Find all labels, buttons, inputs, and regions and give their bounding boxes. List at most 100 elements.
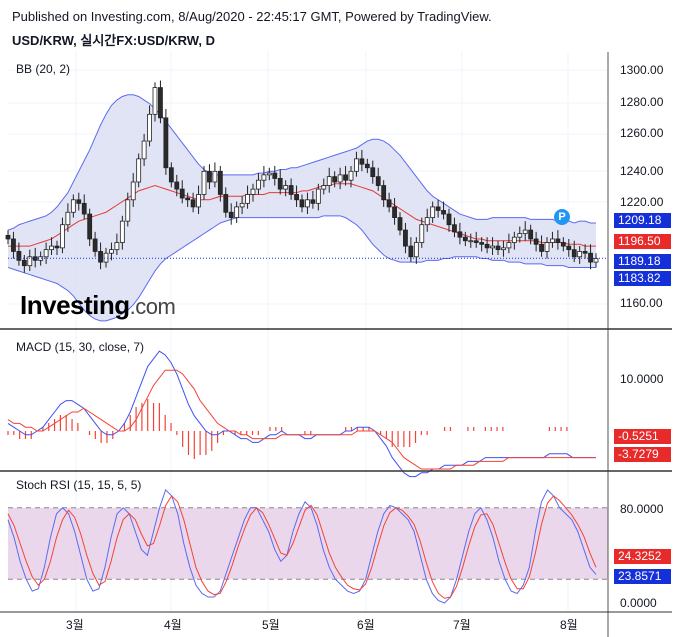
- x-axis-tick: 5월: [262, 618, 280, 632]
- candle-body: [239, 202, 245, 208]
- price-axis-tick: 1160.00: [620, 296, 663, 310]
- bb-upper-price-tag: 1209.18: [614, 213, 671, 228]
- candle-body: [588, 252, 593, 263]
- logo-domain-text: .com: [129, 294, 176, 319]
- candle-body: [38, 256, 44, 261]
- candle-body: [256, 179, 261, 190]
- candle-body: [147, 113, 152, 142]
- candle-body: [593, 258, 599, 263]
- candle-body: [528, 229, 534, 240]
- x-axis-tick: 8월: [560, 618, 578, 632]
- candle-body: [185, 197, 191, 201]
- candle-body: [114, 242, 120, 251]
- candle-body: [92, 238, 98, 252]
- candle-body: [283, 185, 289, 190]
- candle-body: [190, 199, 196, 208]
- price-axis-tick: 1300.00: [620, 63, 664, 77]
- candle-body: [533, 238, 539, 245]
- x-axis-tick: 7월: [453, 618, 471, 632]
- candle-body: [359, 158, 365, 165]
- price-axis-tick: 1220.00: [620, 195, 664, 209]
- candle-body: [555, 238, 561, 243]
- candle-body: [196, 194, 201, 208]
- candle-body: [60, 224, 65, 249]
- candle-body: [168, 167, 174, 183]
- p-marker-icon[interactable]: P: [554, 209, 570, 225]
- stoch-band-fill: [8, 507, 608, 580]
- macd-indicator-label[interactable]: MACD (15, 30, close, 7): [16, 340, 145, 354]
- candle-body: [435, 206, 441, 211]
- candle-body: [566, 245, 572, 251]
- macd-histogram-tag: -0.5251: [614, 429, 671, 444]
- candle-body: [174, 181, 180, 190]
- candle-body: [179, 188, 185, 199]
- candle-body: [272, 172, 278, 179]
- candle-body: [522, 229, 528, 235]
- candle-body: [125, 199, 131, 222]
- candle-body: [81, 202, 87, 215]
- candle-body: [163, 117, 169, 169]
- investing-logo: Investing.com: [20, 290, 176, 321]
- candle-body: [11, 238, 16, 252]
- macd-signal-tag: -3.7279: [614, 447, 671, 462]
- candle-body: [452, 224, 457, 233]
- candle-body: [245, 194, 250, 204]
- candle-body: [479, 242, 485, 245]
- macd-panel[interactable]: [7, 350, 596, 478]
- x-axis-tick: 4월: [164, 618, 182, 632]
- macd-signal-line: [7, 369, 596, 470]
- candle-body: [577, 251, 583, 258]
- candle-body: [21, 259, 27, 267]
- candle-body: [54, 245, 60, 249]
- candle-body: [375, 176, 381, 186]
- candle-body: [332, 176, 338, 183]
- candle-body: [392, 206, 397, 218]
- candle-body: [582, 251, 588, 254]
- candle-body: [310, 199, 316, 204]
- candle-body: [152, 87, 158, 115]
- candle-body: [98, 251, 103, 263]
- bb-lower-line: [7, 215, 596, 322]
- candle-body: [571, 249, 577, 258]
- bb-indicator-label[interactable]: BB (20, 2): [16, 62, 71, 76]
- candle-body: [517, 233, 523, 238]
- stoch-axis-tick: 80.0000: [620, 502, 664, 516]
- price-axis-tick: 1260.00: [620, 126, 664, 140]
- candle-body: [501, 247, 506, 251]
- stoch-rsi-panel[interactable]: [7, 489, 608, 604]
- candle-body: [299, 199, 305, 208]
- candle-body: [343, 174, 348, 181]
- candle-body: [136, 158, 142, 183]
- stoch-rsi-indicator-label[interactable]: Stoch RSI (15, 15, 5, 5): [16, 478, 142, 492]
- price-panel[interactable]: [5, 80, 608, 322]
- stoch-k-tag: 23.8571: [614, 569, 671, 584]
- candle-body: [560, 242, 566, 247]
- candle-body: [16, 251, 22, 261]
- candle-body: [294, 194, 299, 201]
- bb-basis-price-tag: 1196.50: [614, 234, 671, 249]
- candle-body: [408, 245, 414, 258]
- candle-body: [277, 178, 283, 190]
- candle-body: [43, 249, 49, 258]
- candle-body: [446, 213, 452, 226]
- bb-upper-line: [7, 94, 596, 231]
- candle-body: [473, 240, 479, 243]
- candle-body: [217, 170, 223, 195]
- macd-axis-tick: 10.0000: [620, 372, 664, 386]
- candle-body: [430, 206, 436, 218]
- candle-body: [370, 167, 376, 178]
- candle-body: [261, 174, 267, 181]
- candle-body: [119, 220, 125, 243]
- published-caption: Published on Investing.com, 8/Aug/2020 -…: [12, 9, 492, 24]
- candle-body: [381, 185, 387, 201]
- candle-body: [348, 170, 354, 181]
- candle-body: [511, 236, 517, 243]
- candle-body: [364, 163, 370, 169]
- candle-body: [337, 174, 343, 183]
- candle-body: [288, 185, 294, 195]
- candle-body: [305, 199, 310, 208]
- candle-body: [27, 256, 33, 267]
- candle-body: [5, 235, 11, 240]
- candle-body: [49, 245, 54, 251]
